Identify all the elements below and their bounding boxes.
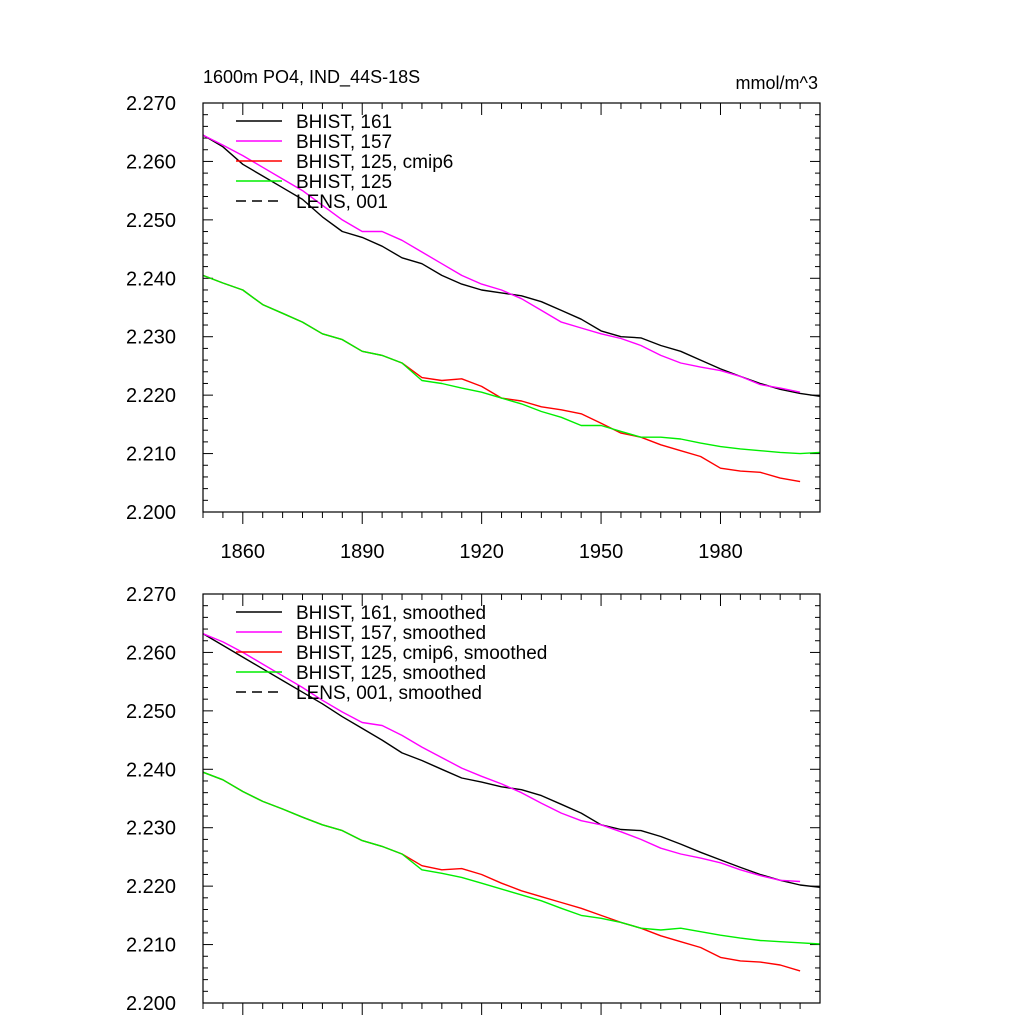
y-tick-label: 2.240 [126,268,176,290]
legend-label: BHIST, 157, smoothed [296,623,486,644]
plot-frame [202,593,821,1004]
series-line [203,134,801,393]
x-tick-label: 1920 [459,541,504,563]
legend-label: BHIST, 161 [296,112,392,133]
x-tick-label: 1950 [579,541,624,563]
y-tick-label: 2.220 [126,385,176,407]
legend-label: LENS, 001, smoothed [296,683,482,704]
legend-label: BHIST, 125, cmip6 [296,152,453,173]
y-tick-label: 2.210 [126,444,176,466]
x-tick-label: 1890 [340,541,385,563]
chart-title: 1600m PO4, IND_44S-18S [203,67,420,88]
legend-label: BHIST, 125, cmip6, smoothed [296,643,547,664]
series-line [203,633,801,883]
x-tick-label: 1860 [221,541,266,563]
x-tick-label: 1980 [698,541,743,563]
y-tick-label: 2.230 [126,327,176,349]
y-tick-label: 2.220 [126,876,176,898]
y-tick-label: 2.270 [126,93,176,115]
legend-label: BHIST, 161, smoothed [296,603,486,624]
y-tick-label: 2.260 [126,151,176,173]
y-tick-label: 2.230 [126,818,176,840]
series-line [203,771,801,972]
plot-frame [202,102,821,513]
y-tick-label: 2.260 [126,642,176,664]
legend-label: LENS, 001 [296,192,388,213]
units-label: mmol/m^3 [736,73,818,93]
series-line [203,771,820,945]
y-tick-label: 2.240 [126,759,176,781]
series-line [203,274,820,455]
legend-label: BHIST, 125 [296,172,392,193]
panel-top: 1600m PO4, IND_44S-18S mmol/m^3 2.200 2.210… [126,67,821,563]
legend-label: BHIST, 157 [296,132,392,153]
panel-bottom: 2.200 2.210 2.220 2.230 2.240 2.250 2.260 2.270… [126,584,821,1015]
y-tick-label: 2.200 [126,502,176,524]
series-lines [203,633,820,972]
y-tick-label: 2.200 [126,993,176,1015]
series-lines [203,134,820,483]
y-tick-label: 2.270 [126,584,176,606]
legend-label: BHIST, 125, smoothed [296,663,486,684]
y-tick-label: 2.250 [126,210,176,232]
y-tick-label: 2.210 [126,935,176,957]
y-tick-label: 2.250 [126,701,176,723]
series-line [203,274,801,483]
